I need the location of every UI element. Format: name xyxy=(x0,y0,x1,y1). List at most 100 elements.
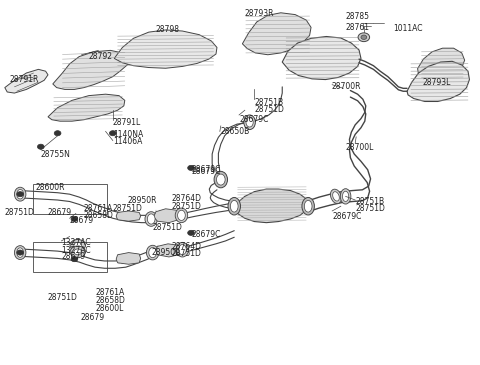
Polygon shape xyxy=(48,94,125,121)
Text: 1327AC: 1327AC xyxy=(61,246,91,254)
Text: 28761A: 28761A xyxy=(96,288,125,297)
Text: 28658D: 28658D xyxy=(96,296,126,304)
Polygon shape xyxy=(234,189,308,223)
Text: 28679C: 28679C xyxy=(239,115,268,124)
Text: 28679: 28679 xyxy=(48,208,72,217)
Text: 28751D: 28751D xyxy=(5,208,35,217)
Text: 28793L: 28793L xyxy=(422,78,451,87)
Text: 28751D: 28751D xyxy=(152,223,182,231)
Ellipse shape xyxy=(14,246,26,260)
Text: 28761: 28761 xyxy=(346,23,370,32)
Text: 28751D: 28751D xyxy=(113,204,143,213)
Circle shape xyxy=(74,249,82,255)
Ellipse shape xyxy=(146,245,159,260)
Text: 28764D: 28764D xyxy=(172,242,202,251)
Text: 28761A: 28761A xyxy=(84,204,113,213)
Text: 28679C: 28679C xyxy=(191,230,220,239)
Circle shape xyxy=(188,165,194,170)
Ellipse shape xyxy=(230,200,238,212)
Polygon shape xyxy=(53,50,129,89)
Text: 1327AC: 1327AC xyxy=(61,238,91,247)
Circle shape xyxy=(361,35,367,39)
Text: 28679C: 28679C xyxy=(332,212,361,220)
Circle shape xyxy=(71,257,78,262)
Polygon shape xyxy=(154,209,180,223)
Ellipse shape xyxy=(17,248,24,257)
Polygon shape xyxy=(5,69,48,93)
Ellipse shape xyxy=(179,245,186,255)
Circle shape xyxy=(37,144,44,149)
Polygon shape xyxy=(156,244,181,257)
Text: 28679: 28679 xyxy=(61,252,85,261)
Text: 28764D: 28764D xyxy=(172,195,202,203)
Text: 28658D: 28658D xyxy=(84,211,114,220)
Ellipse shape xyxy=(333,192,339,201)
Circle shape xyxy=(17,250,24,255)
Text: 28791R: 28791R xyxy=(10,75,39,84)
Ellipse shape xyxy=(175,208,188,223)
Ellipse shape xyxy=(244,115,255,130)
Polygon shape xyxy=(282,36,361,80)
Ellipse shape xyxy=(145,212,157,226)
Ellipse shape xyxy=(246,118,253,127)
Ellipse shape xyxy=(14,187,26,201)
Ellipse shape xyxy=(330,189,342,204)
Text: 28751B: 28751B xyxy=(254,98,284,107)
Text: 28751D: 28751D xyxy=(355,204,385,213)
Text: 28600L: 28600L xyxy=(96,304,124,313)
Text: 28950L: 28950L xyxy=(151,248,180,257)
Text: 28700R: 28700R xyxy=(331,82,360,91)
Circle shape xyxy=(74,242,82,248)
Circle shape xyxy=(358,33,370,42)
Ellipse shape xyxy=(147,214,155,224)
Text: 28700L: 28700L xyxy=(346,143,374,152)
Text: 28785: 28785 xyxy=(346,12,370,21)
Ellipse shape xyxy=(17,189,24,199)
Circle shape xyxy=(71,216,78,222)
Ellipse shape xyxy=(304,200,312,212)
Text: 28751D: 28751D xyxy=(172,249,202,258)
Ellipse shape xyxy=(216,174,225,185)
Ellipse shape xyxy=(176,242,189,257)
Circle shape xyxy=(70,239,85,251)
Text: 1140NA: 1140NA xyxy=(113,130,143,139)
Text: 28650B: 28650B xyxy=(221,127,250,136)
Text: 28791L: 28791L xyxy=(113,118,141,127)
Text: 1011AC: 1011AC xyxy=(394,24,423,33)
Text: 28751D: 28751D xyxy=(172,202,202,211)
Text: 28679C: 28679C xyxy=(191,167,220,176)
Text: 28792: 28792 xyxy=(89,52,113,61)
Ellipse shape xyxy=(178,210,185,220)
Circle shape xyxy=(188,230,194,235)
Text: 28751B: 28751B xyxy=(355,197,384,206)
Text: 28751D: 28751D xyxy=(48,293,78,302)
Text: 28751D: 28751D xyxy=(254,105,284,114)
Polygon shape xyxy=(116,211,141,221)
Bar xyxy=(33,242,107,272)
Text: 28950R: 28950R xyxy=(127,196,156,204)
Ellipse shape xyxy=(340,189,351,204)
Text: 28679: 28679 xyxy=(70,216,94,225)
Ellipse shape xyxy=(342,191,348,201)
Ellipse shape xyxy=(214,171,228,188)
Text: 28679: 28679 xyxy=(81,313,105,322)
Polygon shape xyxy=(114,30,217,68)
Ellipse shape xyxy=(302,197,314,215)
Circle shape xyxy=(54,131,61,136)
Polygon shape xyxy=(418,48,465,80)
Text: 11406A: 11406A xyxy=(113,137,142,146)
Text: 28798: 28798 xyxy=(156,26,180,34)
Circle shape xyxy=(109,131,116,136)
Text: 28600R: 28600R xyxy=(36,184,65,192)
Circle shape xyxy=(17,192,24,197)
Text: 28793R: 28793R xyxy=(245,9,274,18)
Ellipse shape xyxy=(228,197,240,215)
Polygon shape xyxy=(242,13,311,55)
Polygon shape xyxy=(407,61,469,101)
Text: 28755N: 28755N xyxy=(41,150,71,158)
Polygon shape xyxy=(116,253,141,264)
Bar xyxy=(33,184,107,214)
Text: 28679C: 28679C xyxy=(191,165,220,174)
Ellipse shape xyxy=(149,247,156,258)
Circle shape xyxy=(70,246,85,258)
